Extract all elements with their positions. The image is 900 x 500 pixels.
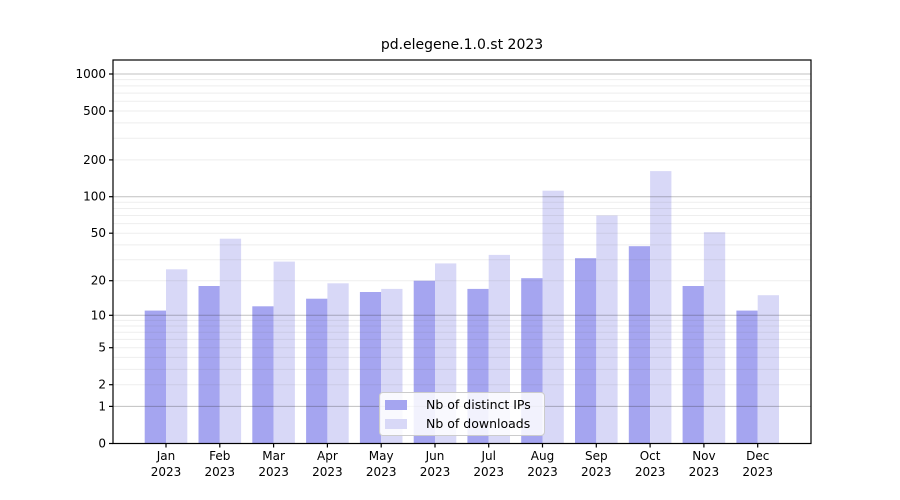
x-tick-label-year: 2023	[635, 465, 666, 479]
bar-downloads	[703, 232, 726, 444]
y-tick-label: 1000	[75, 67, 106, 81]
y-tick-label: 5	[98, 341, 106, 355]
bar-downloads	[542, 190, 564, 444]
x-tick-label-year: 2023	[151, 465, 182, 479]
bar-distinct-ips	[144, 310, 166, 444]
bar-distinct-ips	[575, 258, 597, 444]
x-tick-label-month: Oct	[640, 449, 661, 463]
legend-label-downloads: Nb of downloads	[426, 416, 531, 431]
x-tick-label-year: 2023	[312, 465, 343, 479]
x-tick-label-year: 2023	[258, 465, 289, 479]
y-tick-label: 100	[83, 190, 106, 204]
bar-downloads	[219, 238, 242, 444]
x-tick-label-year: 2023	[581, 465, 612, 479]
bar-distinct-ips	[198, 286, 220, 444]
x-tick-label-year: 2023	[205, 465, 236, 479]
bar-downloads	[757, 295, 779, 444]
bar-downloads	[596, 215, 618, 444]
bar-distinct-ips	[306, 298, 328, 444]
legend-swatch-distinct-ips	[385, 399, 407, 410]
x-tick-label-month: Dec	[746, 449, 769, 463]
legend: Nb of distinct IPs Nb of downloads	[379, 392, 545, 436]
y-tick-label: 50	[91, 226, 106, 240]
x-tick-label-month: Sep	[585, 449, 608, 463]
x-tick-label-month: Mar	[262, 449, 285, 463]
chart-title: pd.elegene.1.0.st 2023	[380, 37, 544, 53]
x-tick-label-year: 2023	[366, 465, 397, 479]
x-tick-label-year: 2023	[473, 465, 504, 479]
bar-distinct-ips	[628, 246, 651, 444]
legend-swatch-downloads	[385, 418, 407, 429]
x-tick-label-month: Apr	[317, 449, 338, 463]
x-tick-label-month: Feb	[209, 449, 230, 463]
y-tick-label: 500	[83, 104, 106, 118]
x-tick-label-year: 2023	[420, 465, 451, 479]
y-tick-label: 200	[83, 153, 106, 167]
bar-distinct-ips	[252, 306, 274, 444]
y-tick-label: 20	[91, 274, 106, 288]
x-tick-label-month: May	[369, 449, 394, 463]
bar-downloads	[650, 171, 672, 444]
y-tick-label: 10	[91, 308, 106, 322]
x-tick-label-month: Aug	[531, 449, 554, 463]
bar-distinct-ips	[682, 286, 704, 444]
y-tick-label: 2	[98, 378, 106, 392]
bar-distinct-ips	[359, 292, 382, 444]
legend-row-downloads: Nb of downloads	[380, 414, 544, 433]
legend-row-distinct-ips: Nb of distinct IPs	[380, 395, 544, 414]
x-tick-label-month: Jun	[425, 449, 445, 463]
x-tick-label-month: Jan	[156, 449, 176, 463]
plot-border	[112, 59, 812, 445]
y-tick-label: 0	[98, 437, 106, 451]
bar-distinct-ips	[736, 310, 758, 444]
bar-downloads	[166, 269, 188, 444]
bar-downloads	[273, 261, 295, 444]
legend-label-distinct-ips: Nb of distinct IPs	[426, 397, 531, 412]
x-tick-label-month: Jul	[480, 449, 495, 463]
x-tick-label-month: Nov	[692, 449, 715, 463]
y-tick-label: 1	[98, 399, 106, 413]
x-tick-label-year: 2023	[527, 465, 558, 479]
x-tick-label-year: 2023	[742, 465, 773, 479]
bar-downloads	[327, 283, 349, 444]
x-tick-label-year: 2023	[689, 465, 720, 479]
